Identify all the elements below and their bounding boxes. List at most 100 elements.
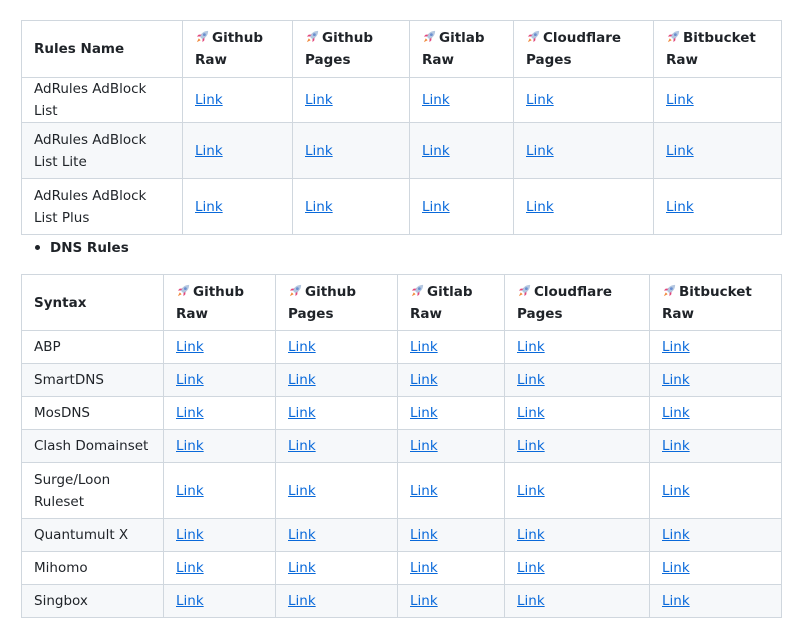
download-link[interactable]: Link [410, 339, 438, 355]
link-cell: Link [397, 330, 505, 364]
download-link[interactable]: Link [288, 438, 316, 454]
download-link[interactable]: Link [517, 438, 545, 454]
download-link[interactable]: Link [288, 339, 316, 355]
row-name: AdRules AdBlock List [21, 77, 183, 123]
link-cell: Link [409, 77, 514, 123]
download-link[interactable]: Link [517, 405, 545, 421]
download-link[interactable]: Link [517, 593, 545, 609]
download-link[interactable]: Link [517, 372, 545, 388]
column-header-label: Gitlab Raw [410, 283, 473, 322]
download-link[interactable]: Link [662, 405, 690, 421]
column-header-label: Syntax [34, 294, 87, 311]
download-link[interactable]: Link [666, 142, 694, 159]
link-cell: Link [649, 330, 782, 364]
link-cell: Link [397, 462, 505, 519]
link-cell: Link [163, 518, 276, 552]
link-cell: Link [504, 584, 650, 618]
column-header: Github Pages [275, 274, 398, 331]
download-link[interactable]: Link [288, 527, 316, 543]
row-name: Mihomo [21, 551, 164, 585]
link-cell: Link [163, 330, 276, 364]
link-cell: Link [275, 584, 398, 618]
column-header-label: Github Raw [176, 283, 245, 322]
download-link[interactable]: Link [526, 142, 554, 159]
download-link[interactable]: Link [288, 405, 316, 421]
download-link[interactable]: Link [410, 438, 438, 454]
link-cell: Link [504, 396, 650, 430]
rocket-icon [195, 29, 210, 44]
download-link[interactable]: Link [176, 372, 204, 388]
download-link[interactable]: Link [526, 92, 554, 108]
download-link[interactable]: Link [410, 482, 438, 499]
column-header-label: Bitbucket Raw [662, 283, 752, 322]
rocket-icon [526, 29, 541, 44]
download-link[interactable]: Link [176, 438, 204, 454]
rocket-icon [666, 29, 681, 44]
download-link[interactable]: Link [176, 405, 204, 421]
column-header: Syntax [21, 274, 164, 331]
download-link[interactable]: Link [410, 405, 438, 421]
column-header: Gitlab Raw [397, 274, 505, 331]
table-row: AdRules AdBlock List Link Link Link Link Link [21, 77, 782, 123]
column-header-label: Bitbucket Raw [666, 30, 756, 68]
table-header-row: Rules Name Github Raw Github Pages Gitlab R… [21, 20, 782, 78]
download-link[interactable]: Link [305, 198, 333, 215]
download-link[interactable]: Link [666, 92, 694, 108]
download-link[interactable]: Link [422, 142, 450, 159]
download-link[interactable]: Link [410, 372, 438, 388]
download-link[interactable]: Link [662, 339, 690, 355]
download-link[interactable]: Link [517, 560, 545, 576]
download-link[interactable]: Link [176, 560, 204, 576]
download-link[interactable]: Link [410, 593, 438, 609]
link-cell: Link [182, 77, 293, 123]
table-row: Surge/Loon Ruleset Link Link Link Link Link [21, 462, 782, 519]
link-cell: Link [513, 122, 654, 179]
download-link[interactable]: Link [195, 198, 223, 215]
row-name: Singbox [21, 584, 164, 618]
download-link[interactable]: Link [288, 482, 316, 499]
download-link[interactable]: Link [662, 527, 690, 543]
link-cell: Link [163, 396, 276, 430]
rocket-icon [305, 29, 320, 44]
download-link[interactable]: Link [662, 372, 690, 388]
download-link[interactable]: Link [176, 527, 204, 543]
rocket-icon [288, 283, 303, 298]
link-cell: Link [649, 396, 782, 430]
download-link[interactable]: Link [410, 560, 438, 576]
row-name: ABP [21, 330, 164, 364]
download-link[interactable]: Link [305, 142, 333, 159]
download-link[interactable]: Link [662, 438, 690, 454]
row-name: MosDNS [21, 396, 164, 430]
download-link[interactable]: Link [662, 482, 690, 499]
download-link[interactable]: Link [517, 482, 545, 499]
download-link[interactable]: Link [410, 527, 438, 543]
link-cell: Link [513, 178, 654, 235]
download-link[interactable]: Link [526, 198, 554, 215]
download-link[interactable]: Link [176, 593, 204, 609]
download-link[interactable]: Link [517, 527, 545, 543]
table-row: AdRules AdBlock List Lite Link Link Link Lin… [21, 122, 782, 179]
download-link[interactable]: Link [288, 560, 316, 576]
dns-rules-table: Syntax Github Raw Github Pages Gitlab Raw Cl… [21, 274, 782, 618]
link-cell: Link [275, 330, 398, 364]
link-cell: Link [504, 429, 650, 463]
download-link[interactable]: Link [662, 593, 690, 609]
link-cell: Link [275, 462, 398, 519]
download-link[interactable]: Link [195, 92, 223, 108]
link-cell: Link [275, 396, 398, 430]
link-cell: Link [504, 551, 650, 585]
download-link[interactable]: Link [195, 142, 223, 159]
download-link[interactable]: Link [422, 198, 450, 215]
download-link[interactable]: Link [288, 593, 316, 609]
table-row: Mihomo Link Link Link Link Link [21, 551, 782, 585]
download-link[interactable]: Link [305, 92, 333, 108]
download-link[interactable]: Link [666, 198, 694, 215]
download-link[interactable]: Link [288, 372, 316, 388]
link-cell: Link [163, 363, 276, 397]
download-link[interactable]: Link [176, 482, 204, 499]
download-link[interactable]: Link [422, 92, 450, 108]
download-link[interactable]: Link [662, 560, 690, 576]
column-header: Cloudflare Pages [504, 274, 650, 331]
download-link[interactable]: Link [176, 339, 204, 355]
download-link[interactable]: Link [517, 339, 545, 355]
